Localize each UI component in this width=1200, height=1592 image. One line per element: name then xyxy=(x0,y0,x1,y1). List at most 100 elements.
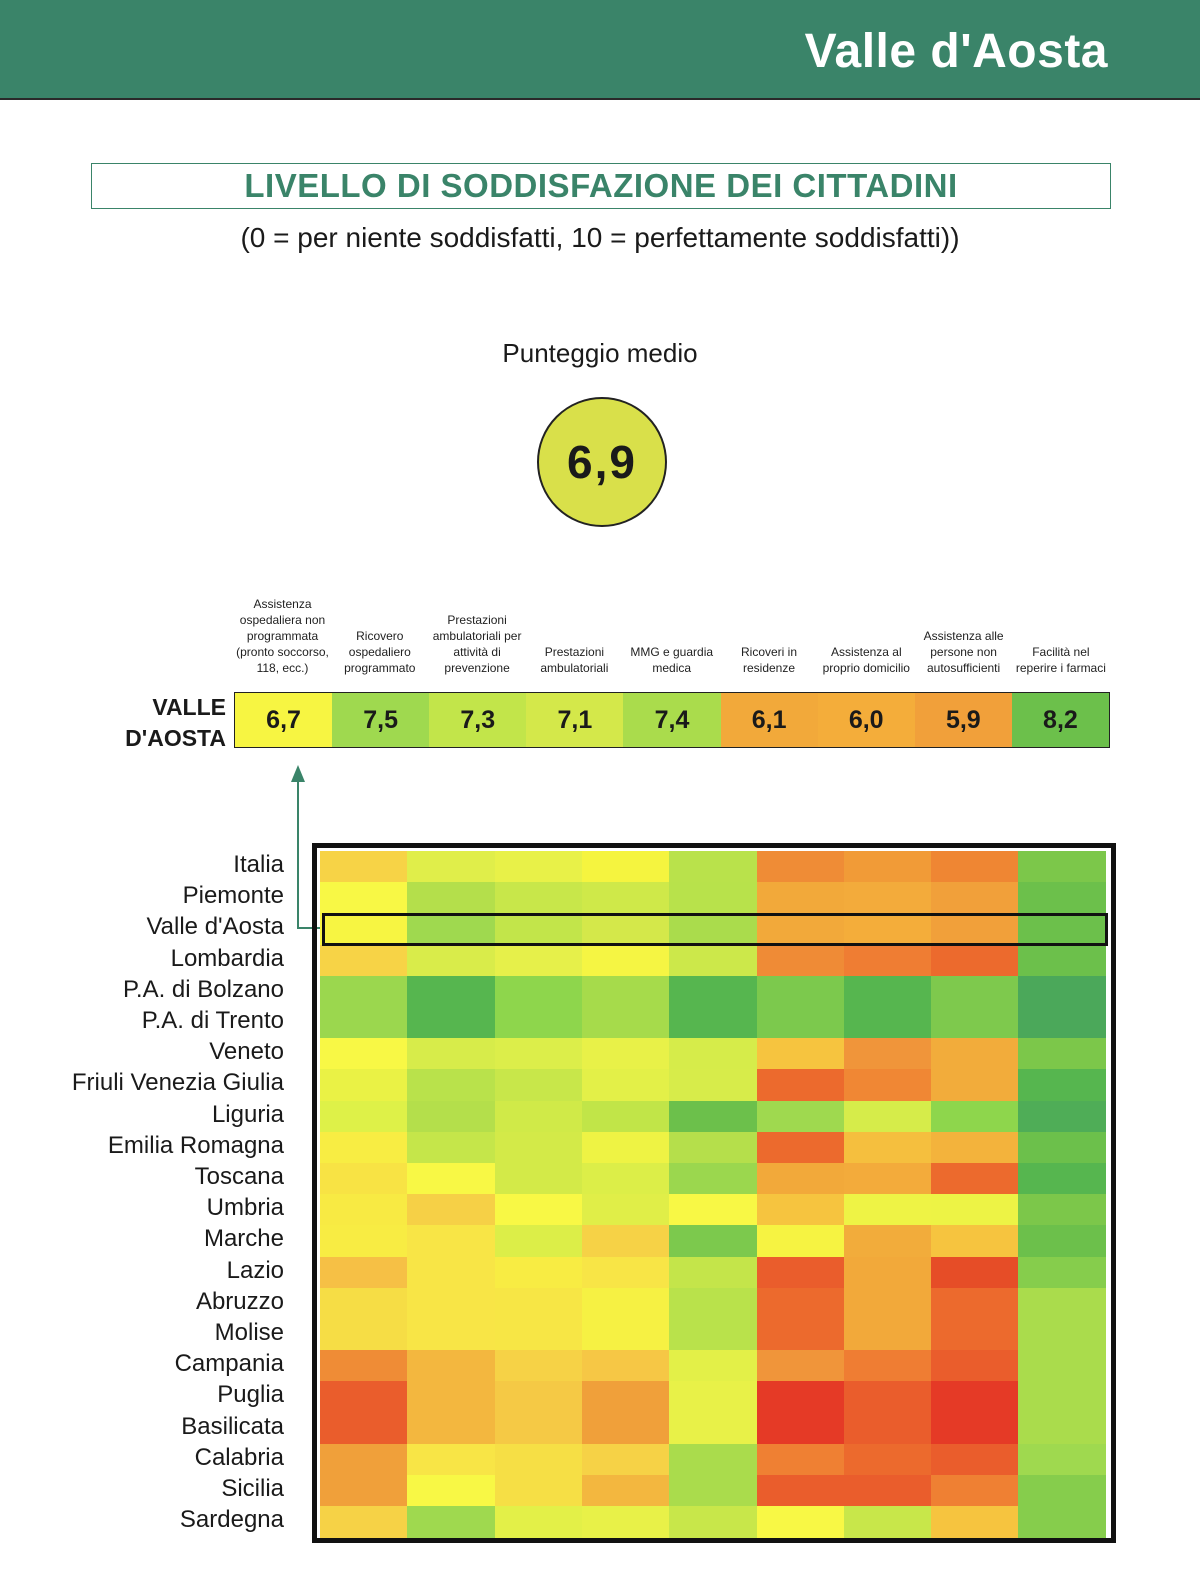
heatmap-cell xyxy=(407,1069,496,1102)
heatmap-cell xyxy=(581,1412,670,1445)
heatmap-cell xyxy=(320,1100,408,1133)
heatmap-cell xyxy=(407,975,496,1008)
heatmap-cell xyxy=(931,1038,1019,1070)
heatmap-cell xyxy=(1018,1100,1107,1133)
heatmap-cell xyxy=(581,944,670,977)
heatmap-cell xyxy=(756,1381,845,1414)
heatmap-cell xyxy=(494,882,583,914)
heatmap-cell xyxy=(407,944,496,977)
heatmap-cell xyxy=(843,1319,932,1351)
heatmap-cell xyxy=(931,975,1019,1008)
heatmap-cell xyxy=(494,944,583,977)
heatmap-cell xyxy=(581,1381,670,1414)
heatmap-cell xyxy=(407,1131,496,1164)
heatmap-cell xyxy=(494,1287,583,1320)
heatmap-cell xyxy=(669,1038,758,1070)
section-title: LIVELLO DI SODDISFAZIONE DEI CITTADINI xyxy=(244,167,958,204)
heatmap-cell xyxy=(669,1381,758,1414)
heatmap-cell xyxy=(843,1506,932,1538)
heatmap-cell xyxy=(407,1163,496,1195)
region-label: Valle d'Aosta xyxy=(146,913,284,941)
score-cell: 6,0 xyxy=(817,693,915,747)
heatmap-cell xyxy=(320,1131,408,1164)
heatmap-cell xyxy=(494,1131,583,1164)
heatmap-cell xyxy=(931,1412,1019,1445)
heatmap-cell xyxy=(494,1100,583,1133)
score-cell: 7,3 xyxy=(429,693,527,747)
region-title: Valle d'Aosta xyxy=(804,25,1108,78)
heatmap-cell xyxy=(407,1007,496,1039)
heatmap-cell xyxy=(931,1069,1019,1102)
heatmap-cell xyxy=(756,1506,845,1538)
heatmap-cell xyxy=(407,1287,496,1320)
heatmap-cell xyxy=(1018,1319,1107,1351)
heatmap-cell xyxy=(407,1350,496,1382)
region-label: P.A. di Bolzano xyxy=(122,975,284,1003)
heatmap-cell xyxy=(1018,1007,1107,1039)
heatmap-cell xyxy=(320,1256,408,1289)
heatmap-cell xyxy=(756,1069,845,1102)
heatmap-cell xyxy=(669,1100,758,1133)
heatmap-cell xyxy=(1018,944,1107,977)
heatmap-cell xyxy=(494,1069,583,1102)
average-label: Punteggio medio xyxy=(502,338,698,368)
heatmap-cell xyxy=(931,1194,1019,1226)
heatmap-cell xyxy=(756,851,845,883)
header-bar xyxy=(0,0,1200,100)
heatmap-cell xyxy=(581,1350,670,1382)
column-header: Facilità nel reperire i farmaci xyxy=(1015,645,1106,675)
region-label: Toscana xyxy=(194,1163,284,1190)
average-score-circle: 6,9 xyxy=(537,397,667,527)
region-label: Piemonte xyxy=(182,882,284,910)
heatmap-cell xyxy=(581,1287,670,1320)
heatmap-cell xyxy=(669,1475,758,1507)
heatmap-cell xyxy=(756,1319,845,1351)
heatmap-cell xyxy=(320,1506,408,1538)
column-header: Prestazioni ambulatoriali xyxy=(540,645,609,675)
heatmap-cell xyxy=(931,913,1019,946)
heatmap-cell xyxy=(756,1412,845,1445)
heatmap-cell xyxy=(931,1131,1019,1164)
heatmap-cell xyxy=(320,944,408,977)
heatmap-cell xyxy=(1018,1069,1107,1102)
column-header: Ricovero ospedaliero programmato xyxy=(344,629,416,675)
heatmap-cell xyxy=(494,1163,583,1195)
heatmap-cell xyxy=(1018,1256,1107,1289)
column-header: Assistenza alle persone non autosufficie… xyxy=(923,629,1004,675)
heatmap-cell xyxy=(1018,1131,1107,1164)
heatmap-cell xyxy=(581,913,670,946)
heatmap-cell xyxy=(1018,1443,1107,1476)
heatmap-cell xyxy=(320,851,408,883)
heatmap-cell xyxy=(1018,1163,1107,1195)
heatmap-cell xyxy=(494,851,583,883)
heatmap-cell xyxy=(494,1194,583,1226)
region-label: Marche xyxy=(203,1225,284,1253)
heatmap-cell xyxy=(669,1443,758,1476)
heatmap-cell xyxy=(494,975,583,1008)
heatmap-cell xyxy=(669,1069,758,1102)
heatmap-cell xyxy=(494,1506,583,1538)
heatmap-cell xyxy=(407,1194,496,1226)
heatmap-cell xyxy=(320,1163,408,1195)
heatmap-cell xyxy=(320,1350,408,1382)
heatmap-cell xyxy=(407,1475,496,1507)
heatmap-cell xyxy=(494,1256,583,1289)
heatmap-cell xyxy=(581,1163,670,1195)
heatmap-cell xyxy=(494,1007,583,1039)
heatmap-cell xyxy=(756,1131,845,1164)
heatmap-cell xyxy=(494,1475,583,1507)
heatmap-cell xyxy=(320,975,408,1008)
heatmap-cell xyxy=(320,913,408,946)
heatmap-cell xyxy=(581,851,670,883)
region-label: Lazio xyxy=(226,1256,284,1284)
heatmap-cell xyxy=(931,1506,1019,1538)
heatmap-cell xyxy=(931,1319,1019,1351)
heatmap-cell xyxy=(669,851,758,883)
heatmap-cell xyxy=(1018,1506,1107,1538)
score-cell: 7,5 xyxy=(332,693,430,747)
heatmap-cell xyxy=(669,1007,758,1039)
heatmap-cell xyxy=(843,1131,932,1164)
heatmap-cell xyxy=(843,1069,932,1102)
score-cell: 8,2 xyxy=(1011,693,1109,747)
heatmap-cell xyxy=(1018,975,1107,1008)
